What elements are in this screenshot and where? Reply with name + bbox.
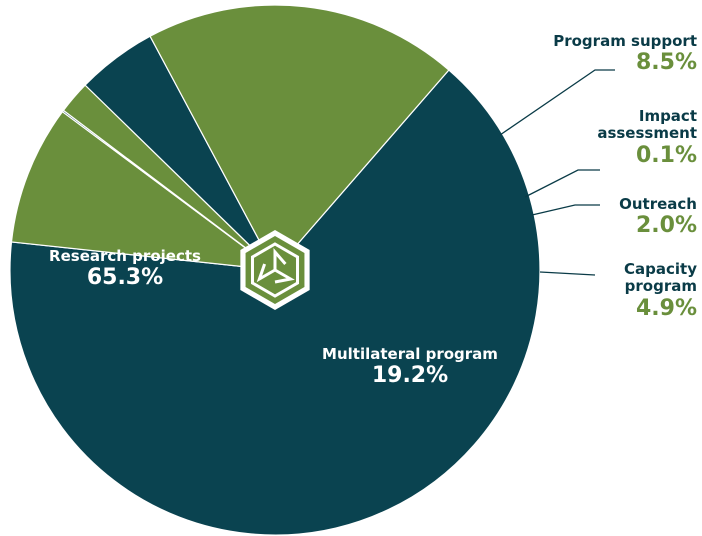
center-logo	[240, 230, 310, 310]
slice-label: Outreach 2.0%	[567, 195, 697, 239]
leader-line	[499, 69, 615, 136]
category-label: Capacity program	[624, 260, 697, 296]
value-label: 8.5%	[635, 50, 697, 76]
leader-line	[539, 271, 596, 276]
value-label: 2.0%	[635, 213, 697, 239]
value-label: 4.9%	[635, 295, 697, 321]
value-label: 19.2%	[371, 363, 449, 389]
pie-slice	[149, 4, 450, 272]
leader-line	[531, 204, 600, 216]
logo-hex-inner	[250, 242, 300, 298]
slice-label: Research projects 65.3%	[20, 247, 230, 291]
logo-stroke	[273, 247, 287, 270]
pie-slice	[10, 110, 278, 271]
category-label: Multilateral program	[322, 345, 498, 363]
category-label: Outreach	[619, 195, 697, 213]
category-label: Program support	[553, 32, 697, 50]
leader-line	[524, 169, 600, 198]
slice-label: Capacity program 4.9%	[587, 260, 697, 321]
category-label: Impact assessment	[597, 107, 697, 143]
logo-stroke	[274, 268, 295, 284]
slice-label: Program support 8.5%	[497, 32, 697, 76]
slice-label: Multilateral program 19.2%	[300, 345, 520, 389]
value-label: 65.3%	[86, 265, 164, 291]
slice-label: Impact assessment 0.1%	[567, 107, 697, 168]
logo-stroke	[256, 263, 276, 283]
category-label: Research projects	[49, 247, 201, 265]
value-label: 0.1%	[635, 142, 697, 168]
